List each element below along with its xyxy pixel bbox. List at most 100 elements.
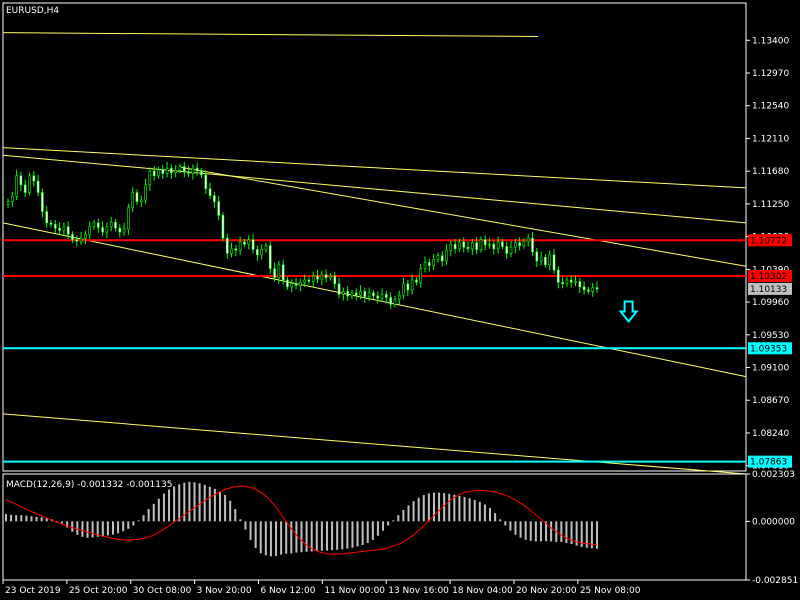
candle-body: [501, 241, 504, 247]
candle-body: [548, 254, 552, 266]
price-axis-label: 1.12970: [752, 69, 789, 79]
price-level-tag-label: 1.10302: [750, 272, 787, 282]
candle-body: [101, 227, 104, 233]
trendline: [2, 154, 747, 224]
candle-body: [445, 250, 448, 262]
price-level-tag: [748, 455, 792, 468]
price-axis-label: 1.12540: [752, 102, 789, 112]
price-axis-label: 1.09530: [752, 331, 789, 341]
candle-body: [466, 246, 470, 250]
candle-body: [230, 248, 233, 254]
candle-body: [243, 241, 246, 245]
candle-body: [122, 228, 126, 233]
candle-body: [152, 170, 156, 177]
candle-body: [256, 249, 259, 256]
candle-body: [191, 167, 195, 174]
current-price-label: 1.10133: [750, 285, 787, 295]
macd-axis-label: 0.002303: [752, 470, 795, 480]
candle-body: [251, 239, 255, 250]
candle-body: [415, 279, 418, 283]
candle-body: [539, 256, 543, 262]
chart-title: EURUSD,H4: [6, 6, 59, 16]
candle-body: [453, 243, 457, 250]
candle-body: [449, 243, 453, 251]
candle-body: [144, 184, 147, 201]
macd-title: MACD(12,26,9) -0.001332 -0.001135: [6, 480, 172, 490]
price-axis-label: 1.09100: [752, 364, 789, 374]
price-level-tag-label: 1.09353: [750, 344, 787, 354]
candle-body: [509, 246, 513, 254]
candle-body: [359, 291, 362, 296]
candle-body: [354, 292, 358, 296]
macd-panel-frame: [2, 473, 747, 581]
candle-body: [281, 264, 285, 281]
candle-body: [208, 188, 212, 196]
time-axis-label: 25 Oct 20:00: [69, 586, 128, 596]
candle-body: [75, 239, 79, 242]
candle-body: [535, 251, 539, 262]
time-axis-label: 11 Nov 00:00: [324, 586, 385, 596]
candle-body: [187, 171, 190, 174]
macd-signal-line: [5, 485, 598, 555]
candle-body: [462, 241, 466, 248]
time-axis-label: 18 Nov 04:00: [452, 586, 513, 596]
candle-body: [582, 286, 586, 291]
candle-body: [428, 262, 431, 266]
candle-body: [458, 241, 461, 250]
candle-body: [204, 174, 208, 189]
time-axis-label: 30 Oct 08:00: [133, 586, 192, 596]
candle-body: [380, 294, 384, 299]
candle-body: [36, 180, 40, 193]
sell-arrow-icon: [618, 300, 639, 324]
price-level-tag-label: 1.10772: [750, 236, 787, 246]
candle-body: [105, 226, 109, 233]
candle-body: [41, 192, 44, 212]
candle-body: [385, 294, 388, 298]
candle-body: [178, 166, 182, 171]
candle-body: [174, 170, 177, 173]
main-panel-frame: [2, 2, 747, 472]
candle-body: [19, 175, 23, 186]
candle-body: [84, 234, 87, 239]
candle-body: [406, 283, 410, 291]
macd-indicator-panel: 23 Oct 2019 25 Oct 20:00 30 Oct 08:00 3 Nov…: [2, 470, 798, 596]
candle-body: [290, 283, 294, 288]
candle-body: [432, 259, 435, 266]
candle-body: [488, 243, 491, 246]
price-level-tag: [748, 270, 792, 283]
candle-body: [148, 170, 152, 186]
candle-body: [294, 283, 298, 286]
candle-body: [32, 175, 36, 182]
candle-body: [10, 195, 14, 202]
candle-body: [367, 292, 371, 298]
candle-body: [286, 279, 289, 288]
price-axis-label: 1.08240: [752, 429, 789, 439]
price-axis-label: 1.08670: [752, 396, 789, 406]
time-axis-label: 23 Oct 2019: [5, 586, 61, 596]
candle-body: [182, 166, 186, 173]
candle-body: [277, 264, 281, 279]
candle-body: [273, 268, 276, 279]
candle-body: [342, 291, 345, 295]
candle-body: [303, 279, 306, 283]
candle-body: [71, 234, 74, 240]
candle-body: [127, 207, 130, 230]
candle-body: [402, 283, 405, 296]
price-level-tag-label: 1.07863: [750, 458, 787, 468]
candle-body: [522, 240, 526, 247]
candle-body: [49, 222, 53, 225]
candle-body: [483, 239, 487, 246]
candle-body: [96, 222, 100, 228]
price-axis-label: 1.11250: [752, 200, 789, 210]
candle-body: [423, 262, 427, 269]
candle-body: [15, 175, 18, 197]
time-axis-label: 13 Nov 16:00: [388, 586, 449, 596]
candle-body: [552, 254, 556, 271]
candle-body: [213, 195, 216, 202]
time-axis-label: 3 Nov 20:00: [197, 586, 252, 596]
price-axis-label: 1.09960: [752, 298, 789, 308]
macd-axis-label: -0.002851: [752, 576, 798, 586]
candle-body: [350, 292, 354, 297]
candle-body: [58, 227, 61, 231]
